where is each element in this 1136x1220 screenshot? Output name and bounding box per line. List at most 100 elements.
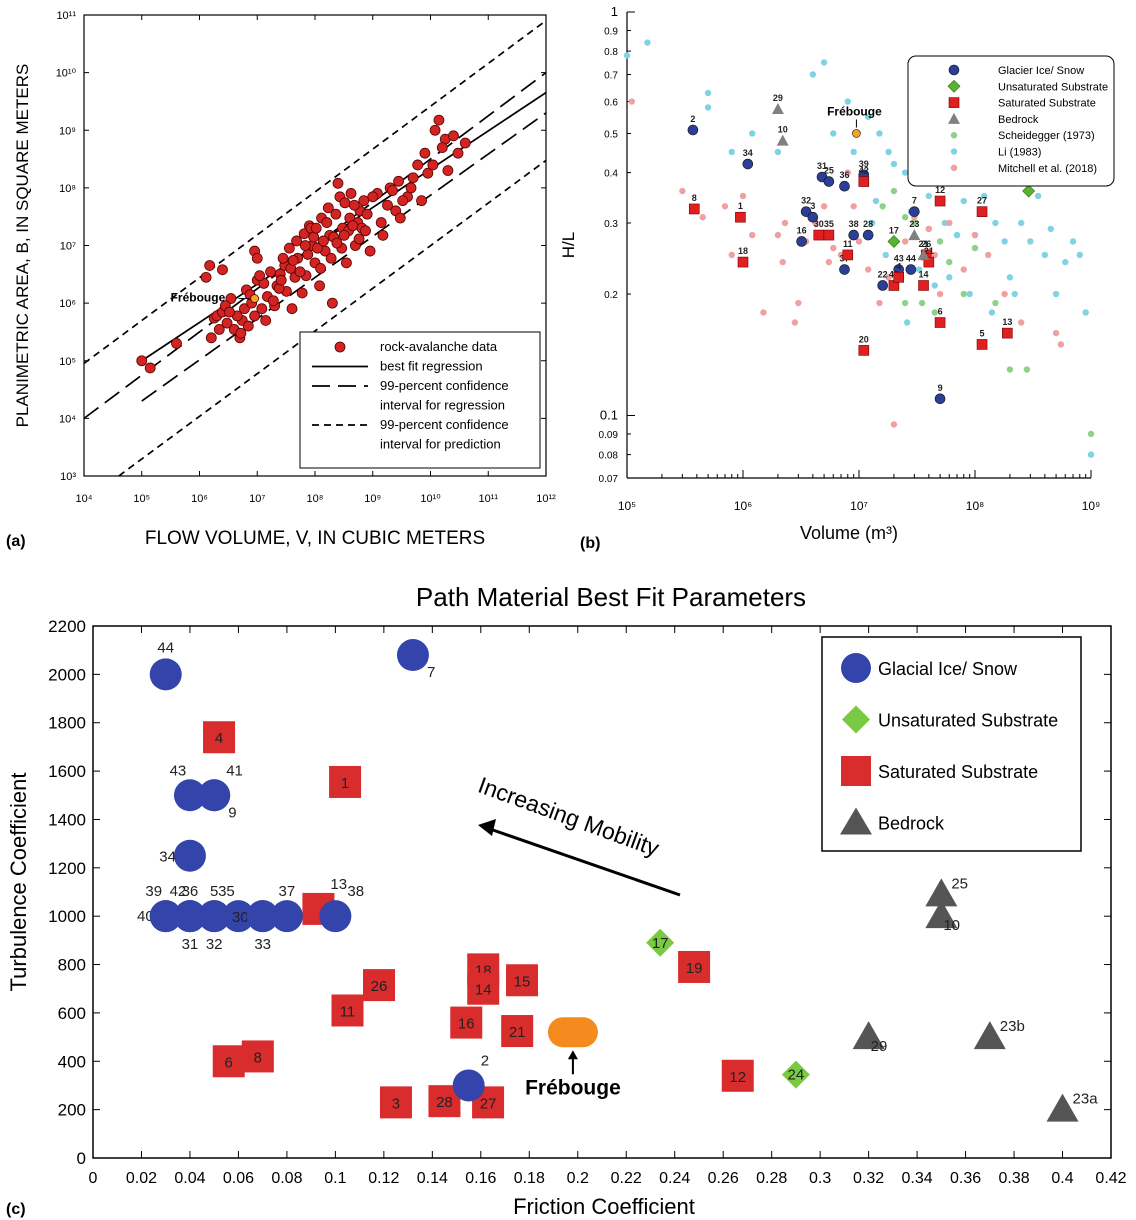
point-label: 8 (692, 193, 697, 203)
background-dot (941, 219, 949, 227)
point-label: 39 (145, 883, 162, 900)
panel-b-chart: 10⁵ 10⁶ 10⁷ 10⁸ 10⁹ 0.07 0.08 0.09 0.1 0.2 0.3 0.4 0… (559, 4, 1115, 543)
point-label: 6 (225, 1054, 233, 1071)
point-label: 7 (427, 664, 435, 681)
background-dot (918, 299, 926, 307)
data-point (205, 332, 217, 344)
data-point (315, 263, 326, 274)
background-dot (795, 299, 802, 307)
data-point (721, 1059, 754, 1092)
data-point (448, 130, 459, 142)
background-dot (644, 39, 651, 46)
line-short-dash (118, 159, 546, 476)
data-point (204, 260, 216, 271)
y-tick-label: 10⁴ (59, 413, 76, 425)
data-point (858, 345, 870, 356)
data-point (842, 249, 854, 261)
background-dot (779, 258, 786, 266)
background-dot (830, 130, 837, 137)
background-dot (960, 290, 967, 298)
background-dot (864, 266, 872, 273)
data-point (363, 969, 396, 1002)
point-label: 22 (878, 269, 888, 279)
data-point (433, 114, 445, 126)
data-point (839, 264, 850, 275)
background-dot (953, 231, 961, 239)
x-tick-label: 10¹² (536, 493, 556, 505)
background-dot (966, 290, 973, 298)
x-tick-label: 0.4 (1051, 1170, 1073, 1187)
data-point (407, 172, 419, 184)
data-point (412, 159, 424, 171)
data-point (171, 338, 182, 349)
point-label: 29 (773, 93, 783, 103)
x-tick-label: 10⁸ (966, 499, 984, 513)
data-point (277, 252, 289, 264)
background-dot (946, 219, 953, 227)
data-point (212, 1045, 245, 1078)
background-dot (931, 251, 938, 259)
point-label: 35 (824, 219, 834, 229)
data-point (251, 252, 263, 264)
point-label: 7 (912, 196, 917, 206)
data-point (358, 195, 370, 207)
data-point (459, 137, 471, 149)
frebouge-annotation: Frébouge (827, 104, 882, 118)
data-point (235, 327, 247, 339)
data-point (852, 129, 861, 138)
data-point (848, 229, 859, 241)
background-dot (901, 238, 909, 245)
point-label: 12 (729, 1069, 746, 1086)
data-point (213, 323, 225, 335)
background-dot (950, 148, 958, 155)
background-dot (931, 309, 938, 316)
data-point (948, 112, 960, 124)
point-label: 24 (788, 1067, 805, 1084)
data-point (925, 900, 958, 929)
data-point (329, 765, 362, 798)
x-tick-label: 10⁵ (618, 499, 636, 513)
background-dot (1041, 251, 1049, 259)
x-tick-label: 0.32 (853, 1170, 884, 1187)
legend-marker (840, 807, 872, 835)
legend-box (907, 55, 1115, 187)
y-tick-label: 10¹⁰ (56, 68, 77, 80)
data-point (149, 658, 182, 691)
y-tick-label: 10⁷ (60, 241, 76, 253)
background-dot (946, 258, 953, 266)
background-dot (936, 290, 944, 298)
data-point (326, 297, 338, 309)
point-label: 29 (871, 1038, 888, 1055)
data-point (427, 159, 439, 171)
point-label: 14 (475, 982, 492, 999)
data-point (325, 252, 337, 264)
y-axis-label: PLANIMETRIC AREA, B, IN SQUARE METERS (13, 64, 32, 428)
data-point (173, 779, 206, 812)
point-label: 13 (1002, 317, 1012, 327)
point-label: 36 (839, 170, 849, 180)
point-label: 6 (938, 307, 943, 317)
y-tick-label: 0.9 (604, 26, 618, 37)
background-dot (890, 160, 898, 168)
background-dot (876, 130, 883, 137)
data-point (807, 211, 819, 223)
background-dot (876, 299, 883, 307)
legend-label: Glacial Ice/ Snow (878, 659, 1018, 679)
data-point (742, 158, 754, 170)
point-label: 11 (843, 239, 853, 249)
y-tick-label: 1 (611, 4, 618, 19)
x-tick-label: 10⁷ (850, 499, 868, 513)
legend-marker (842, 705, 870, 734)
data-point (200, 271, 212, 283)
data-point (260, 315, 272, 326)
data-point (396, 639, 429, 672)
background-dot (1017, 219, 1025, 227)
background-dot (809, 71, 817, 78)
point-label: 33 (254, 936, 271, 953)
y-axis-label: H/L (559, 232, 578, 258)
data-point (347, 220, 359, 232)
data-point (419, 147, 431, 159)
data-point (934, 195, 946, 207)
data-point (387, 185, 398, 196)
data-point (319, 900, 352, 933)
